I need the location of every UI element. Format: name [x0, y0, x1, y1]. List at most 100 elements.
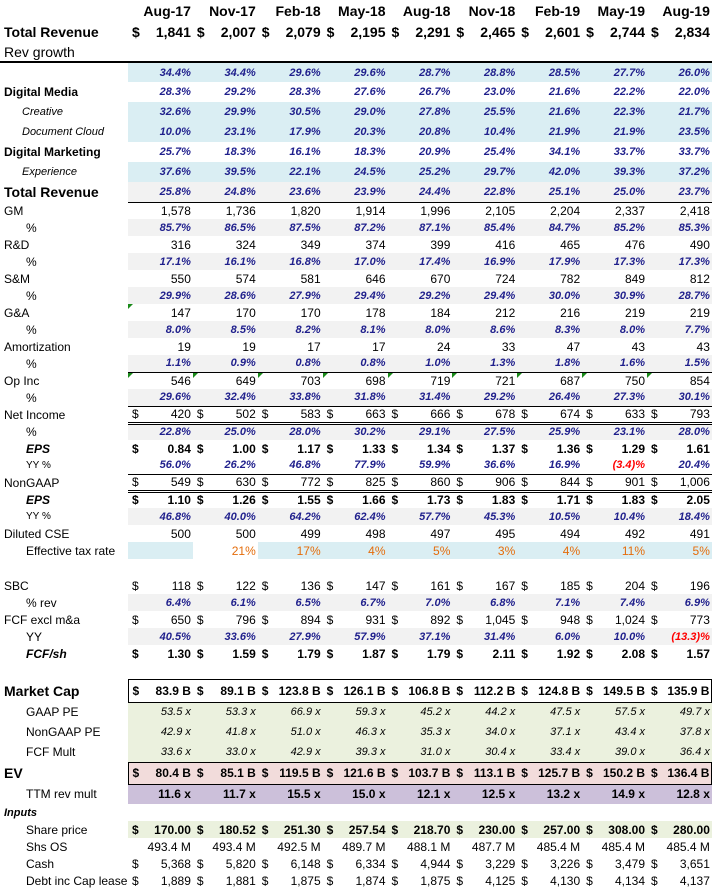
- data-cell[interactable]: 6.5%: [257, 594, 323, 611]
- data-cell[interactable]: 212: [452, 304, 517, 321]
- data-cell[interactable]: $5,820: [193, 855, 258, 872]
- column-header-date[interactable]: May-18: [338, 3, 386, 19]
- data-cell[interactable]: 59.9%: [387, 457, 453, 475]
- data-cell[interactable]: 28.0%: [257, 423, 323, 440]
- total-revenue-cell[interactable]: $2,291: [388, 22, 453, 42]
- row-label[interactable]: Market Cap: [4, 682, 80, 699]
- data-cell[interactable]: 10.4%: [452, 122, 518, 142]
- data-cell[interactable]: 489.7 M: [323, 838, 388, 855]
- data-cell[interactable]: $1.83: [452, 491, 517, 508]
- row-label[interactable]: G&A: [4, 305, 30, 320]
- data-cell[interactable]: $204: [582, 577, 647, 594]
- data-cell[interactable]: $185: [517, 577, 582, 594]
- data-cell[interactable]: 22.8%: [128, 423, 193, 440]
- data-cell[interactable]: $6,334: [323, 855, 388, 872]
- data-cell[interactable]: $931: [323, 611, 388, 628]
- data-cell[interactable]: $3,226: [517, 855, 582, 872]
- data-cell[interactable]: 85.2%: [582, 219, 647, 236]
- data-cell[interactable]: 29.9%: [128, 287, 193, 304]
- data-cell[interactable]: 59.3 x: [322, 702, 388, 722]
- row-label[interactable]: YY %: [26, 460, 51, 471]
- data-cell[interactable]: [517, 559, 582, 577]
- data-cell[interactable]: $122: [193, 577, 258, 594]
- data-cell[interactable]: 12.5 x: [452, 784, 518, 804]
- data-cell[interactable]: 36.4 x: [647, 742, 712, 762]
- data-cell[interactable]: 85.3%: [647, 219, 712, 236]
- data-cell[interactable]: 39.5%: [192, 162, 258, 182]
- data-cell[interactable]: 18.3%: [193, 142, 258, 162]
- data-cell[interactable]: 0.8%: [257, 355, 323, 372]
- data-cell[interactable]: [193, 804, 258, 821]
- row-label[interactable]: FCF Mult: [26, 745, 76, 759]
- data-cell[interactable]: 22.2%: [582, 82, 647, 102]
- data-cell[interactable]: $85.1 B: [192, 761, 258, 785]
- row-label[interactable]: YY: [0, 628, 128, 645]
- data-cell[interactable]: 39.0 x: [582, 742, 647, 762]
- total-revenue-cell[interactable]: $2,834: [647, 22, 712, 42]
- data-cell[interactable]: 29.2%: [387, 287, 453, 304]
- row-label[interactable]: Creative: [22, 106, 63, 118]
- data-cell[interactable]: [647, 559, 712, 577]
- total-revenue-cell[interactable]: $1,841: [128, 22, 193, 42]
- data-cell[interactable]: 17.9%: [517, 253, 583, 270]
- data-cell[interactable]: 546: [128, 371, 193, 389]
- data-cell[interactable]: $1.57: [647, 645, 712, 662]
- row-label[interactable]: YY %: [0, 508, 128, 525]
- data-cell[interactable]: $180.52: [192, 821, 258, 838]
- row-label[interactable]: SBC: [4, 578, 29, 593]
- data-cell[interactable]: 49.7 x: [647, 702, 712, 722]
- data-cell[interactable]: 8.0%: [128, 321, 193, 338]
- row-label[interactable]: NonGAAP PE: [26, 725, 101, 739]
- data-cell[interactable]: $230.00: [452, 821, 518, 838]
- data-cell[interactable]: [452, 804, 517, 821]
- data-cell[interactable]: $1.87: [323, 645, 388, 662]
- data-cell[interactable]: 37.8 x: [647, 722, 712, 742]
- data-cell[interactable]: (3.4)%: [582, 457, 647, 475]
- data-cell[interactable]: 29.4%: [452, 287, 518, 304]
- data-cell[interactable]: 649: [192, 371, 258, 389]
- data-cell[interactable]: $103.7 B: [387, 761, 453, 785]
- data-cell[interactable]: 28.3%: [258, 82, 323, 102]
- data-cell[interactable]: $892: [388, 611, 453, 628]
- data-cell[interactable]: 45.3%: [452, 508, 518, 525]
- data-cell[interactable]: $3,229: [452, 855, 517, 872]
- data-cell[interactable]: 25.2%: [387, 162, 453, 182]
- data-cell[interactable]: $119.5 B: [257, 761, 323, 785]
- data-cell[interactable]: 31.8%: [322, 389, 388, 406]
- data-cell[interactable]: 1.6%: [582, 355, 647, 372]
- data-cell[interactable]: 316: [128, 236, 193, 253]
- row-label[interactable]: [0, 62, 128, 82]
- data-cell[interactable]: $1.30: [128, 645, 193, 662]
- data-cell[interactable]: 18.4%: [647, 508, 712, 525]
- row-label[interactable]: Shs OS: [26, 839, 68, 854]
- data-cell[interactable]: 37.1 x: [517, 722, 583, 742]
- data-cell[interactable]: $308.00: [582, 821, 647, 838]
- data-cell[interactable]: 16.8%: [257, 253, 323, 270]
- data-cell[interactable]: 500: [128, 525, 193, 542]
- data-cell[interactable]: 23.6%: [257, 182, 323, 202]
- data-cell[interactable]: $136.4 B: [647, 761, 712, 785]
- data-cell[interactable]: 21.9%: [517, 122, 583, 142]
- column-header-date[interactable]: Nov-18: [468, 3, 516, 19]
- data-cell[interactable]: 721: [452, 371, 518, 389]
- data-cell[interactable]: 28.5%: [517, 62, 583, 82]
- data-cell[interactable]: 27.9%: [257, 628, 323, 645]
- data-cell[interactable]: 16.1%: [258, 142, 323, 162]
- data-cell[interactable]: [323, 662, 388, 679]
- data-cell[interactable]: 18.3%: [323, 142, 388, 162]
- data-cell[interactable]: 84.7%: [517, 219, 583, 236]
- data-cell[interactable]: $678: [452, 405, 518, 425]
- data-cell[interactable]: 1.8%: [517, 355, 583, 372]
- data-cell[interactable]: 399: [388, 236, 453, 253]
- total-revenue-label[interactable]: Total Revenue: [4, 24, 99, 40]
- data-cell[interactable]: $257.54: [322, 821, 388, 838]
- data-cell[interactable]: 0.9%: [192, 355, 258, 372]
- data-cell[interactable]: 219: [647, 304, 712, 321]
- data-cell[interactable]: 14.9 x: [582, 784, 647, 804]
- data-cell[interactable]: 17: [323, 338, 388, 355]
- data-cell[interactable]: 33.6%: [192, 628, 258, 645]
- row-label[interactable]: Diluted CSE: [4, 526, 70, 541]
- data-cell[interactable]: 43: [647, 338, 712, 355]
- data-cell[interactable]: 10.5%: [517, 508, 583, 525]
- data-cell[interactable]: 8.2%: [257, 321, 323, 338]
